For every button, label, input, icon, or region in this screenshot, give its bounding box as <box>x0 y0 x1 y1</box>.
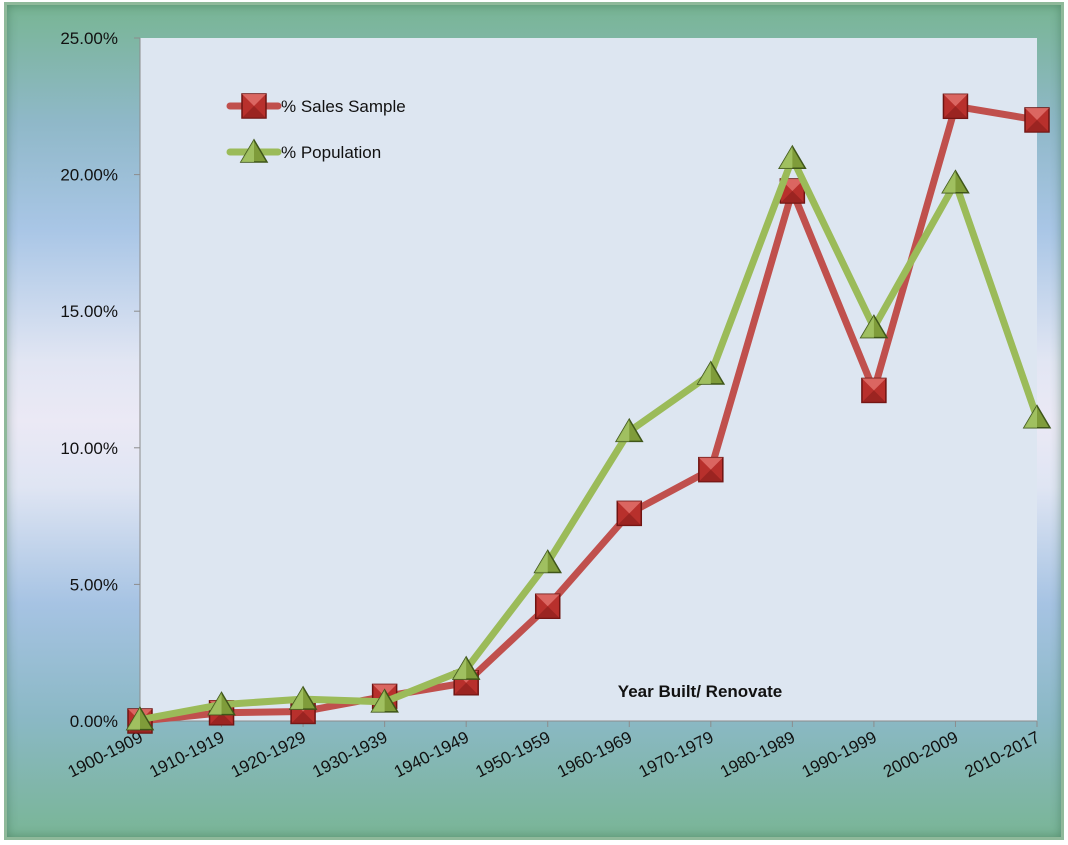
x-tick-label: 1930-1939 <box>309 728 390 782</box>
y-tick-label: 5.00% <box>70 575 118 594</box>
triangle-marker-highlight <box>616 419 630 442</box>
series-layer <box>125 93 1052 734</box>
x-tick-label: 1950-1959 <box>472 728 553 782</box>
triangle-marker-highlight <box>1024 405 1037 428</box>
square-marker-shade <box>535 606 560 619</box>
square-marker-shade <box>617 513 642 526</box>
square-marker-highlight <box>698 457 723 470</box>
triangle-marker-highlight <box>697 362 711 385</box>
square-marker-shade <box>943 106 968 119</box>
square-marker-highlight <box>943 94 968 107</box>
triangle-marker-highlight <box>860 315 874 338</box>
triangle-marker-highlight <box>779 146 793 169</box>
square-marker-shade <box>242 106 266 118</box>
x-tick-label: 1920-1929 <box>228 728 309 782</box>
triangle-marker-highlight <box>241 140 254 162</box>
square-marker-shade <box>698 469 723 482</box>
series-line <box>136 102 1041 725</box>
x-tick-label: 1960-1969 <box>554 728 635 782</box>
triangle-marker-highlight <box>290 687 304 710</box>
triangle-marker-highlight <box>942 170 956 193</box>
x-tick-label: 1940-1949 <box>391 728 472 782</box>
series-triangle <box>125 144 1052 731</box>
square-marker-shade <box>780 190 805 203</box>
triangle-marker-highlight <box>534 550 548 573</box>
square-marker-highlight <box>535 594 560 607</box>
legend-label: % Population <box>281 143 381 162</box>
square-marker-shade <box>209 712 234 725</box>
x-tick-label: 2010-2017 <box>962 728 1043 782</box>
legend-item: % Sales Sample <box>226 93 406 119</box>
x-tick-label: 1980-1989 <box>717 728 798 782</box>
plot-area <box>140 38 1037 721</box>
x-axis: 1900-1909 1910-1919 1920-1929 1930-1939 1940… <box>65 720 1043 782</box>
y-tick-label: 10.00% <box>60 439 118 458</box>
x-tick-label: 2000-2009 <box>880 728 961 782</box>
legend: % Sales Sample % Population <box>226 93 406 163</box>
y-axis: 0.00% 5.00% 10.00% 15.00% 20.00% 25.00% <box>60 29 141 731</box>
square-marker-highlight <box>617 501 642 514</box>
y-tick-label: 25.00% <box>60 29 118 48</box>
y-tick-label: 20.00% <box>60 166 118 185</box>
triangle-marker-highlight <box>127 707 140 730</box>
square-marker-highlight <box>242 94 266 106</box>
x-tick-label: 1970-1979 <box>636 728 717 782</box>
triangle-marker-highlight <box>208 692 222 715</box>
x-tick-label: 1910-1919 <box>146 728 227 782</box>
square-marker-shade <box>454 682 479 695</box>
square-marker-shade <box>291 711 316 724</box>
legend-label: % Sales Sample <box>281 97 406 116</box>
y-tick-label: 15.00% <box>60 302 118 321</box>
series-line <box>136 154 1041 724</box>
triangle-marker-highlight <box>453 657 467 680</box>
y-tick-label: 0.00% <box>70 712 118 731</box>
square-marker-highlight <box>861 378 886 391</box>
square-marker-shade <box>1025 119 1049 132</box>
square-marker-shade <box>861 390 886 403</box>
x-tick-label: 1900-1909 <box>65 728 146 782</box>
square-marker-highlight <box>1025 107 1049 120</box>
legend-item: % Population <box>226 138 381 163</box>
x-tick-label: 1990-1999 <box>799 728 880 782</box>
triangle-marker-highlight <box>371 689 385 712</box>
x-axis-title: Year Built/ Renovate <box>618 682 782 701</box>
